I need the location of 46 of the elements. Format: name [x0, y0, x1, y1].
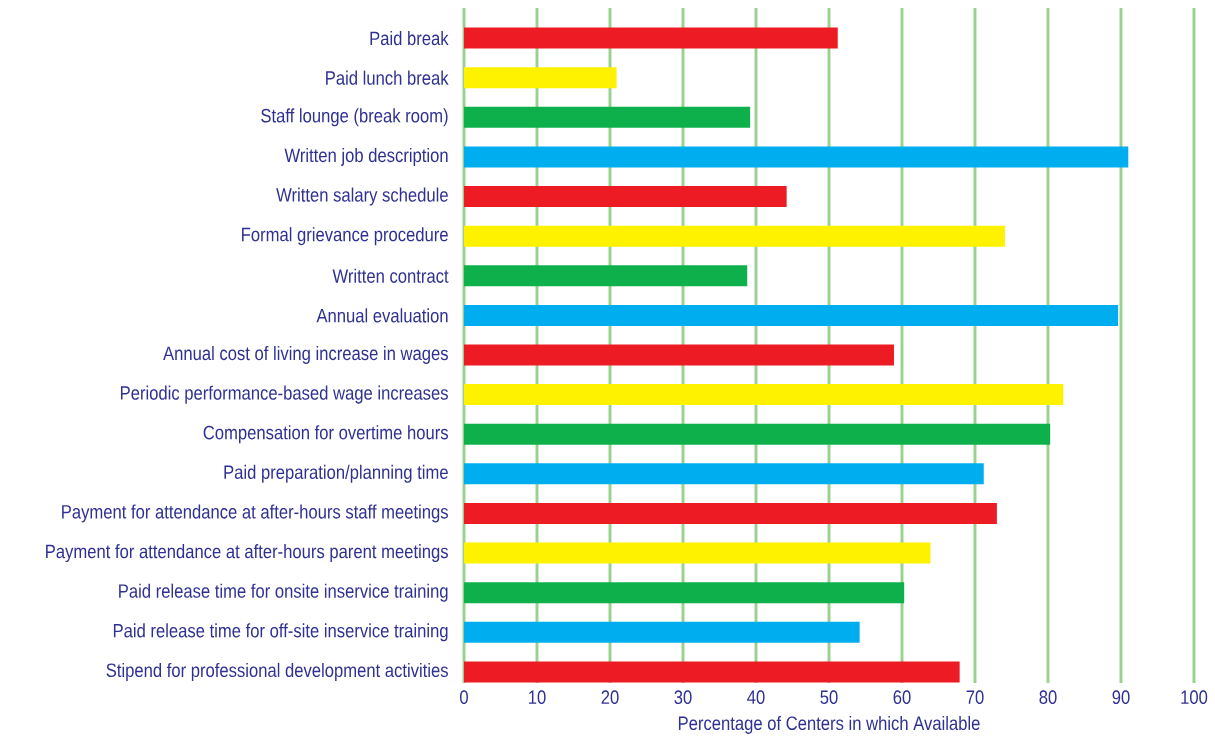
x-tick-label: 20 [601, 690, 619, 705]
bar [464, 661, 960, 683]
y-tick-label: Paid release time for onsite inservice training [119, 583, 448, 602]
y-tick-label: Annual evaluation [316, 308, 448, 323]
y-tick-label: Written job description [284, 147, 448, 166]
bar [464, 542, 931, 564]
y-tick-label: Written contract [332, 268, 449, 283]
x-tick-label: 10 [529, 690, 546, 705]
y-tick-label: Staff lounge (break room) [261, 108, 448, 127]
x-tick-label: 50 [820, 690, 838, 705]
bar [464, 225, 1005, 247]
x-tick-label: 0 [460, 690, 468, 705]
y-tick-label: Payment for attendance at after-hours parent meetings [46, 544, 448, 563]
bar [464, 146, 1129, 168]
bar [464, 27, 838, 49]
bar [464, 582, 905, 604]
bar [464, 304, 1119, 326]
bar [464, 186, 787, 208]
x-tick-label: 80 [1039, 690, 1057, 705]
y-tick-label: Stipend for professional development activities [106, 662, 448, 681]
bar [464, 67, 617, 89]
x-tick-label: 60 [893, 690, 911, 705]
y-tick-label: Paid lunch break [326, 70, 449, 85]
y-tick-label: Paid break [370, 31, 449, 46]
bar [464, 106, 751, 128]
x-tick-label: 100 [1181, 690, 1208, 705]
bar [464, 463, 984, 485]
x-tick-label: 70 [966, 690, 984, 705]
y-tick-label: Written salary schedule [276, 187, 448, 206]
x-tick-label: 40 [747, 690, 765, 705]
x-tick-label: 90 [1112, 690, 1130, 705]
bar [464, 502, 997, 524]
x-tick-label: 30 [674, 690, 692, 705]
y-tick-label: Compensation for overtime hours [203, 425, 448, 444]
x-axis-title: Percentage of Centers in which Available [678, 715, 980, 734]
bar [464, 344, 894, 366]
y-tick-label: Paid release time for off-site inservice training [113, 623, 448, 642]
y-tick-label: Payment for attendance at after-hours staff meetings [62, 504, 448, 523]
y-tick-label: Paid preparation/planning time [224, 464, 448, 483]
bar [464, 265, 748, 287]
bar [464, 621, 860, 643]
y-tick-label: Formal grievance procedure [242, 227, 448, 246]
y-tick-label: Periodic performance-based wage increases [120, 385, 448, 404]
bar [464, 384, 1064, 406]
y-tick-label: Annual cost of living increase in wages [163, 345, 448, 365]
bar [464, 423, 1051, 445]
